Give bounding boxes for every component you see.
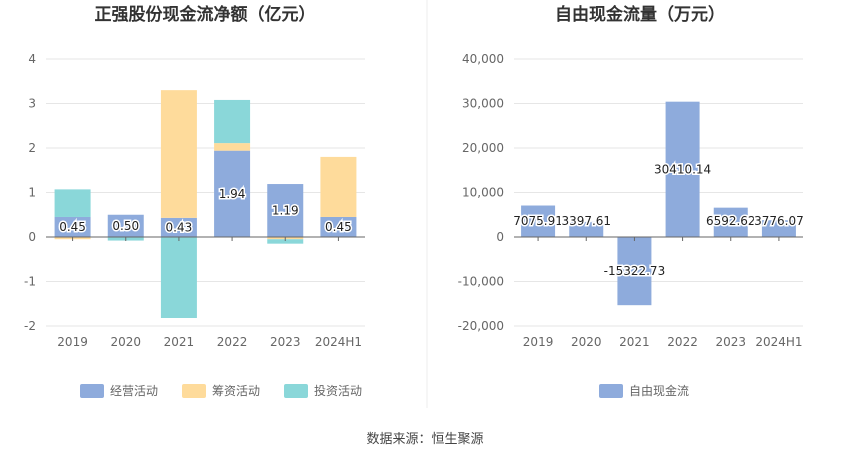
right-y-tick-label: 20,000 [462,141,504,155]
left-y-tick-label: -1 [24,275,36,289]
right-y-tick-label: -10,000 [458,275,504,289]
left-bar-1-2023 [267,184,304,237]
left-legend-swatch [284,384,308,398]
right-bar-1-2021 [617,237,652,306]
left-bar-3-2023 [267,239,304,244]
left-bar-1-2021 [160,217,197,237]
right-legend: 自由现金流 [599,383,689,398]
left-bar-1-2022 [214,150,251,237]
right-x-tick-label: 2022 [667,335,698,349]
right-y-tick-label: 40,000 [462,52,504,66]
left-data-label: 0.45 [59,220,86,234]
left-data-label: 0.43 [166,220,193,234]
left-y-tick-label: 0 [28,230,36,244]
left-data-label: 1.94 [219,187,246,201]
right-y-tick-label: -20,000 [458,319,504,333]
left-bar-1-2020 [107,214,144,237]
right-x-tick-label: 2020 [571,335,602,349]
left-bar-2-2024H1 [320,156,357,217]
right-data-label: 3397.61 [561,214,611,228]
right-data-label: 6592.62 [706,214,756,228]
left-x-tick-label: 2019 [57,335,88,349]
right-bar-1-2020 [569,221,604,237]
left-bar-3-2021 [160,237,197,318]
left-bar-3-2022 [214,99,251,144]
right-data-label: -15322.73 [604,264,666,278]
left-x-tick-label: 2023 [270,335,301,349]
left-legend-label: 经营活动 [110,384,158,398]
right-x-tick-label: 2024H1 [755,335,802,349]
right-legend-label: 自由现金流 [629,383,689,398]
right-bar-1-2024H1 [761,220,796,237]
left-x-tick-label: 2024H1 [315,335,362,349]
right-data-label: 30410.14 [654,162,711,176]
right-x-tick-label: 2023 [715,335,746,349]
left-y-tick-label: 3 [28,97,36,111]
right-y-tick-label: 10,000 [462,186,504,200]
left-chart-title: 正强股份现金流净额（亿元） [95,4,316,25]
left-legend: 经营活动 筹资活动 投资活动 [80,383,362,398]
right-x-tick-label: 2019 [523,335,554,349]
right-x-tick-label: 2021 [619,335,650,349]
left-legend-swatch [182,384,206,398]
right-plot-area: 40,000 30,000 20,000 10,000 0 -10,000 -20,000 2… [458,52,806,349]
left-bar-2-2021 [160,90,197,218]
right-bar-1-2022 [665,101,700,238]
left-bar-1-2019 [54,216,91,237]
left-y-tick-label: 4 [28,52,36,66]
left-data-label: 0.50 [112,219,139,233]
left-bar-1-2024H1 [320,216,357,237]
left-data-label: 1.19 [272,204,299,218]
right-y-tick-label: 30,000 [462,97,504,111]
left-legend-swatch [80,384,104,398]
left-y-tick-label: 2 [28,141,36,155]
right-data-label: 7075.91 [513,214,563,228]
left-bar-2-2022 [214,143,251,151]
left-bar-3-2019 [54,189,91,217]
right-legend-swatch [599,384,623,398]
left-plot-area: 4 3 2 1 0 -1 -2 2019 2020 2021 2022 2023 2024H1 0.45 0… [24,52,365,349]
right-data-label: 3776.07 [754,214,804,228]
left-y-tick-label: -2 [24,319,36,333]
left-y-tick-label: 1 [28,186,36,200]
right-y-tick-label: 0 [496,230,504,244]
left-x-tick-label: 2022 [217,335,248,349]
right-chart-title: 自由现金流量（万元） [555,4,725,25]
right-bar-1-2023 [713,207,748,237]
left-legend-label: 投资活动 [314,383,362,398]
left-legend-label: 筹资活动 [212,384,260,398]
right-bar-1-2019 [521,205,556,237]
left-data-label: 0.45 [325,220,352,234]
left-x-tick-label: 2020 [110,335,141,349]
data-source-note: 数据来源：恒生聚源 [366,432,483,447]
left-x-tick-label: 2021 [164,335,195,349]
